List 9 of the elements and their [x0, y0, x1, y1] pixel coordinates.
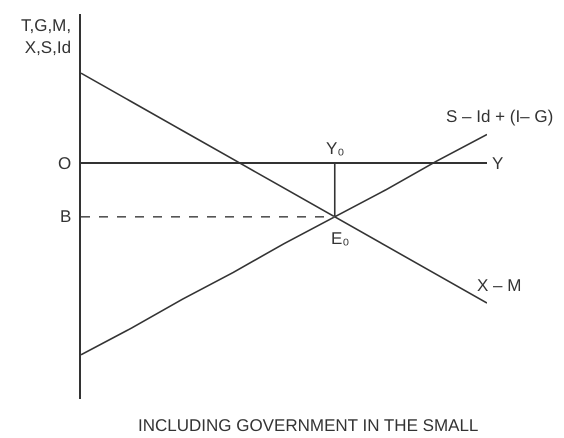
x-axis-title: Y	[492, 154, 504, 173]
annotation: Y₀	[326, 139, 344, 158]
ref-line-label: B	[60, 207, 72, 226]
y-axis-title: T,G,M, X,S,Id	[21, 16, 72, 58]
series-label: X – M	[477, 276, 522, 295]
series-label: S – Id + (I– G)	[446, 107, 554, 126]
annotation: E₀	[331, 229, 350, 248]
text: O	[58, 154, 72, 173]
text: INCLUDING GOVERNMENT IN THE SMALL	[138, 416, 478, 435]
